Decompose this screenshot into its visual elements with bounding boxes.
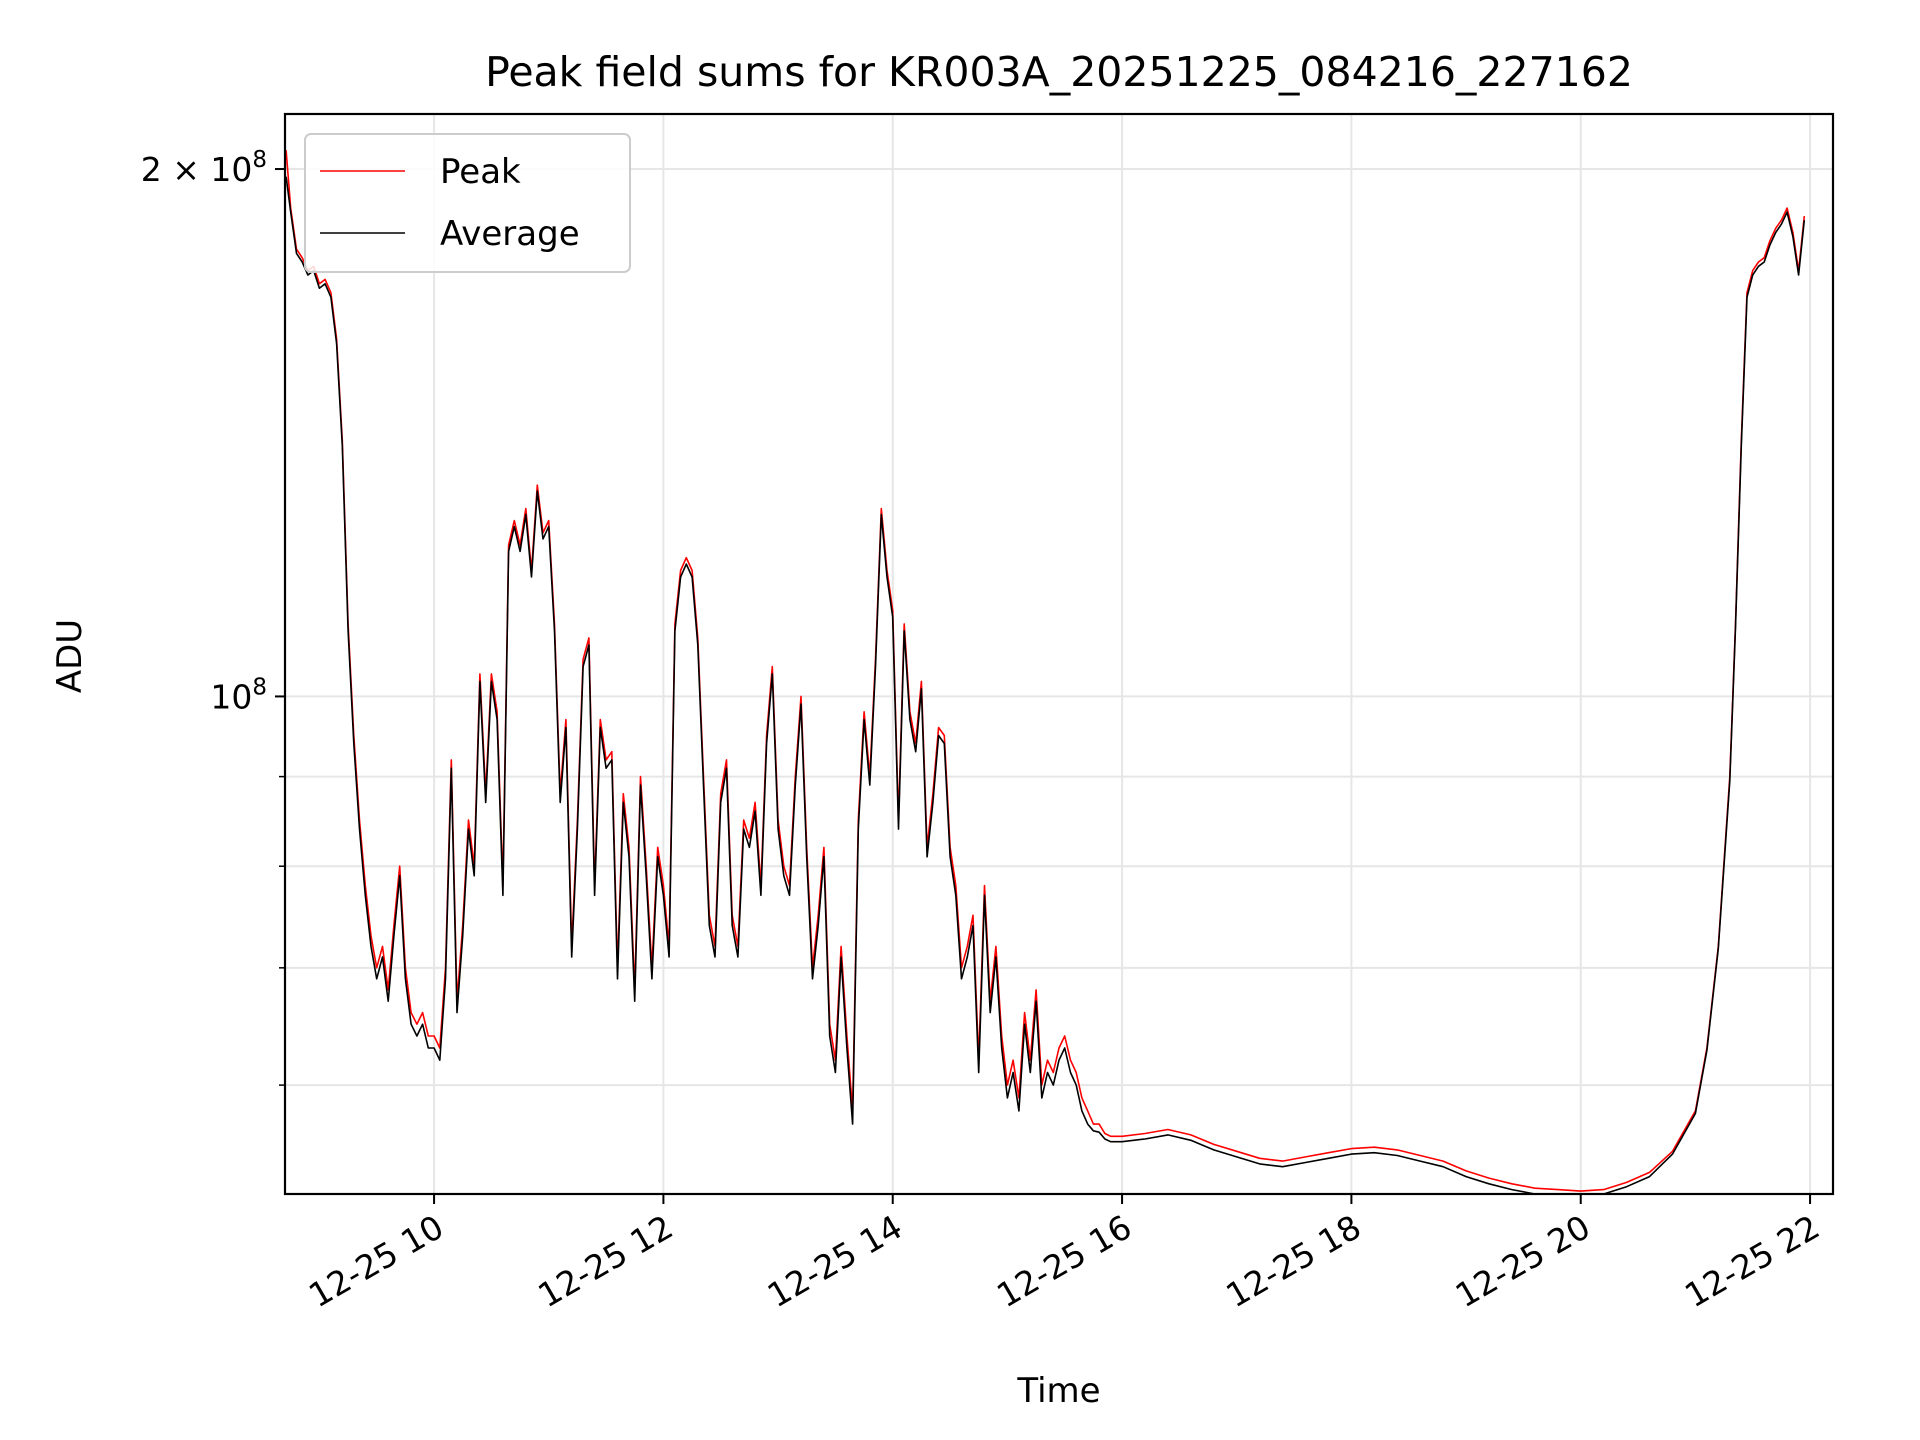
- y-tick-label: 108: [210, 674, 267, 716]
- y-tick-base: 10: [210, 677, 252, 716]
- y-tick-label: 2 × 108: [141, 147, 267, 189]
- y-tick-exponent: 8: [252, 147, 267, 173]
- x-axis-label: Time: [1016, 1371, 1100, 1411]
- y-tick-base: 10: [210, 150, 252, 189]
- grid: [285, 114, 1833, 1194]
- series-line-average: [285, 176, 1806, 1194]
- y-tick-exponent: 8: [252, 674, 267, 700]
- series-layer: [285, 150, 1806, 1194]
- legend-box: [304, 133, 631, 273]
- legend-label-average: Average: [440, 214, 580, 254]
- y-axis-label: ADU: [50, 619, 90, 693]
- y-tick-mantissa: 2 ×: [141, 150, 211, 189]
- legend: Peak Average: [304, 133, 631, 273]
- legend-label-peak: Peak: [440, 152, 521, 192]
- chart-title: Peak field sums for KR003A_20251225_0842…: [485, 48, 1633, 96]
- plot-area-frame: [283, 112, 1835, 1196]
